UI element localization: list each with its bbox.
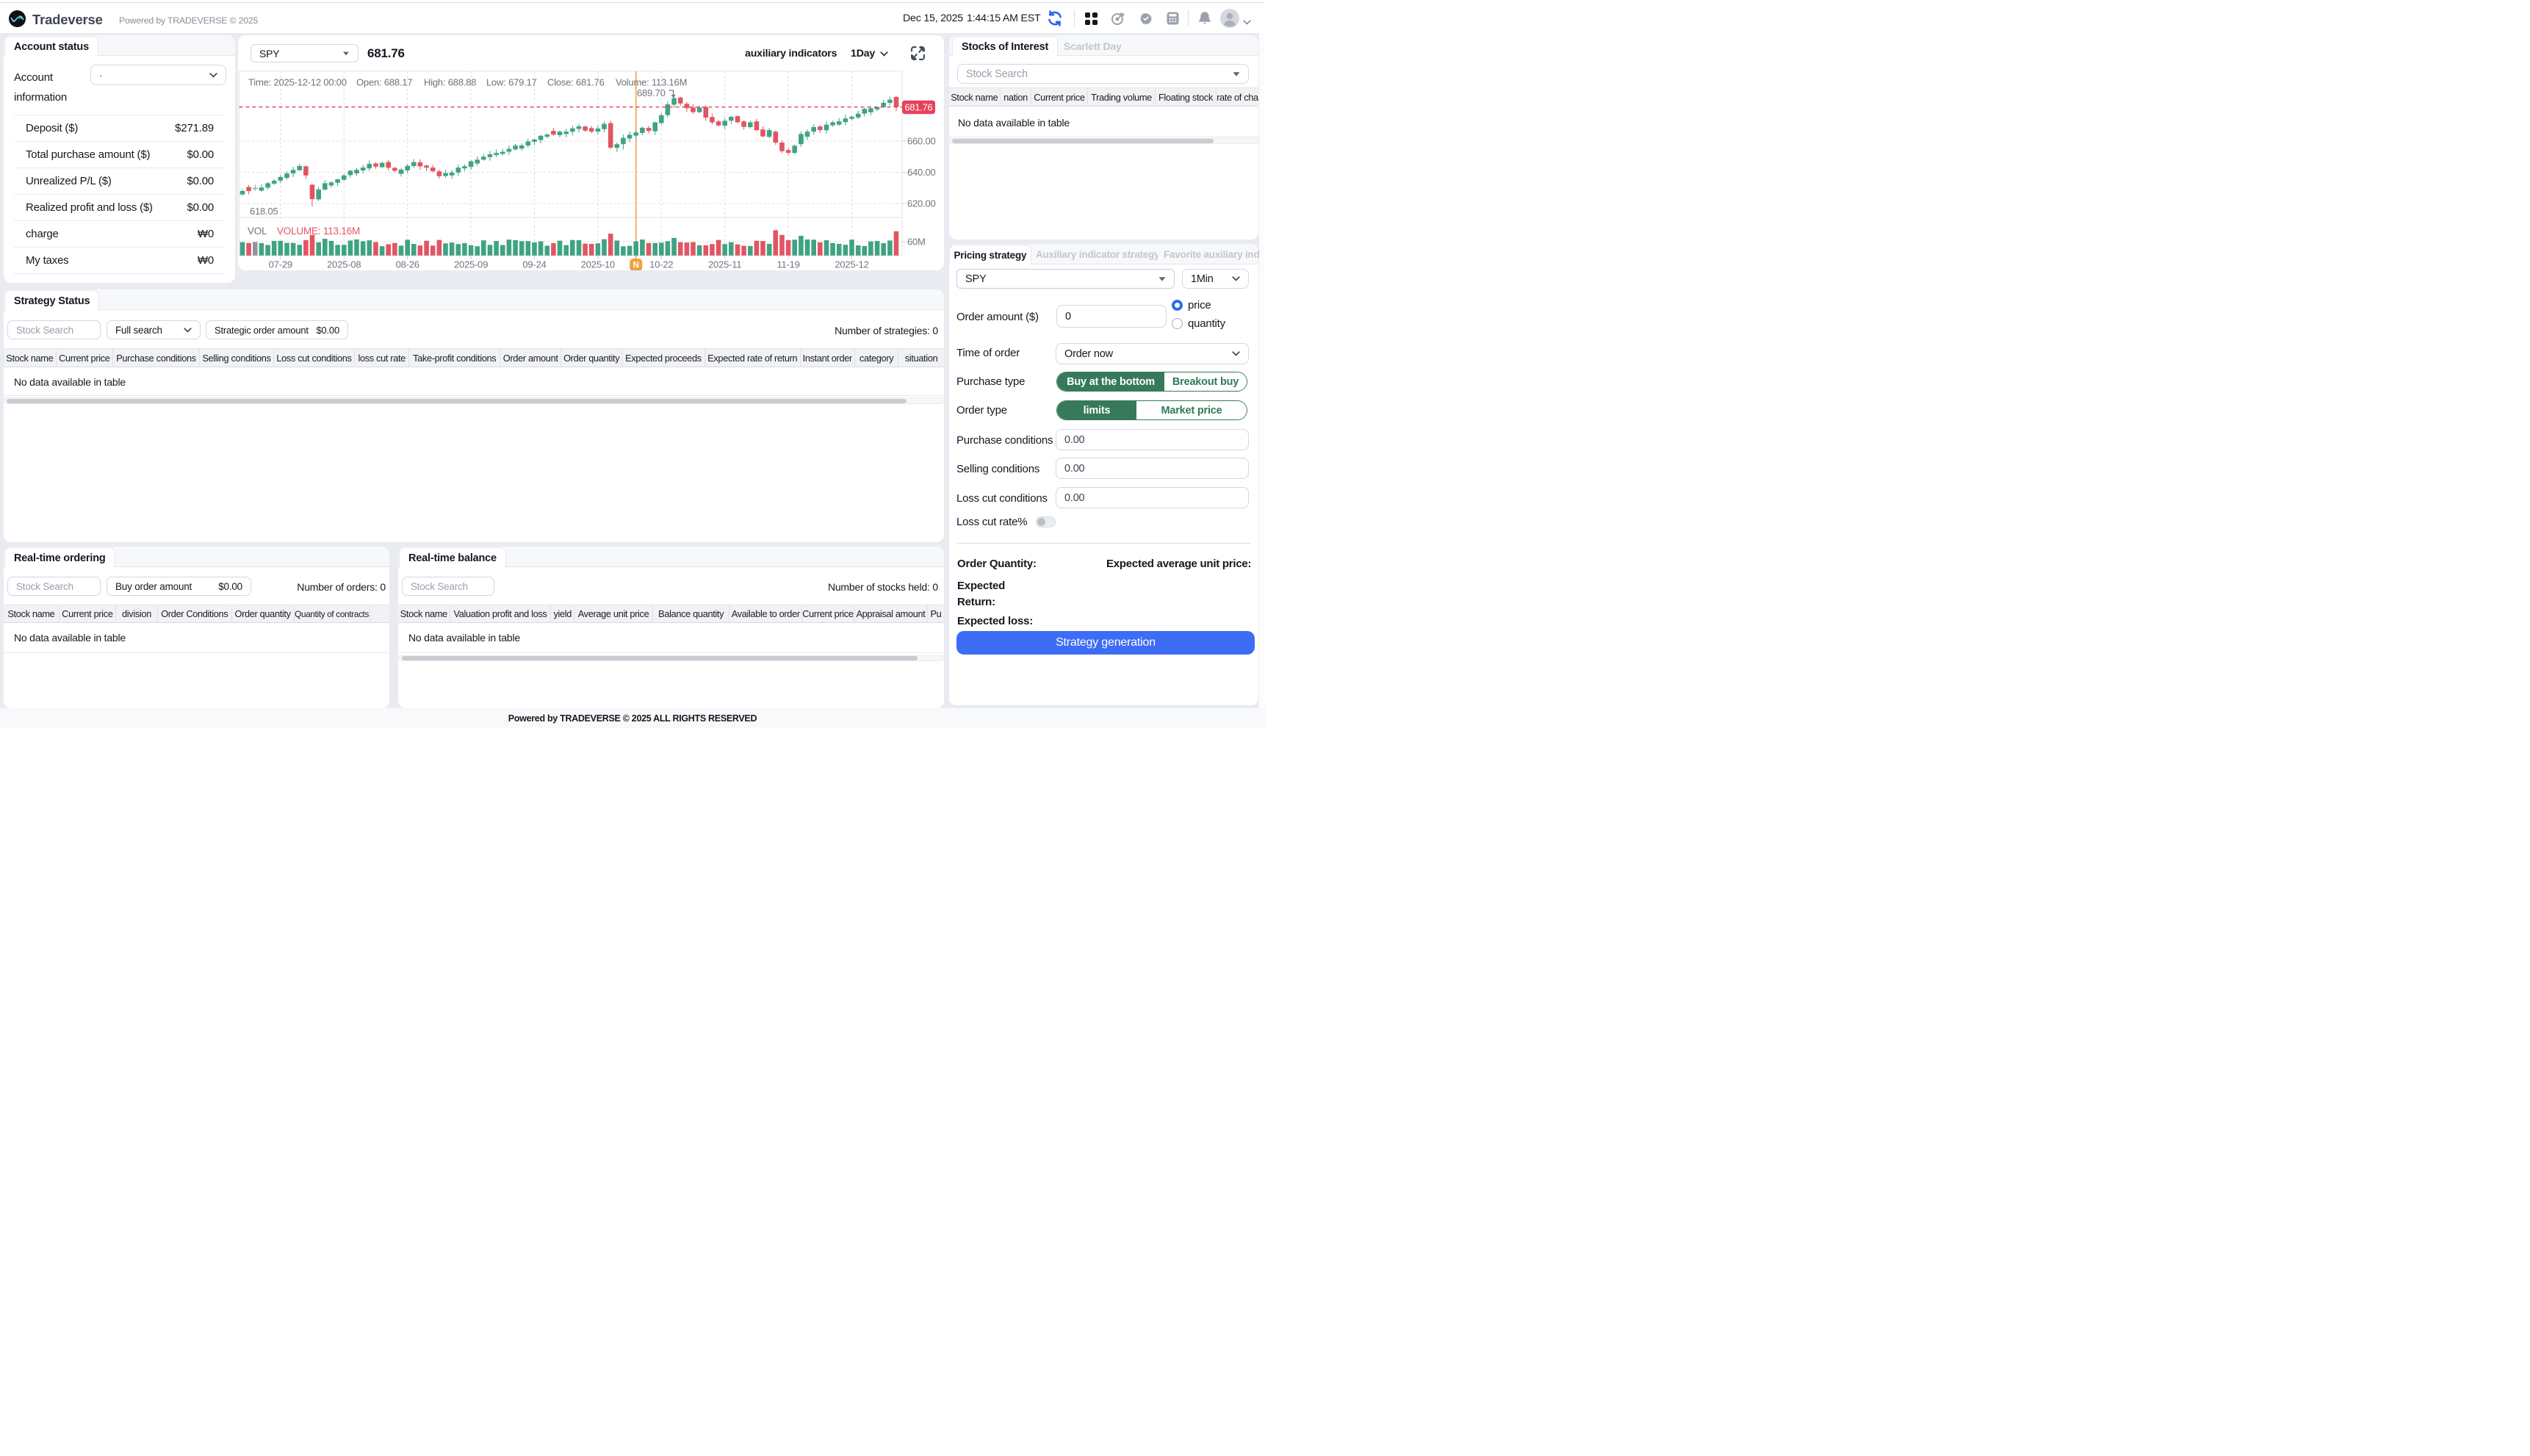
svg-text:689.70: 689.70 — [637, 87, 666, 98]
svg-text:618.05: 618.05 — [250, 206, 278, 217]
svg-text:10-22: 10-22 — [649, 259, 673, 270]
svg-text:11-19: 11-19 — [776, 259, 799, 270]
svg-text:660.00: 660.00 — [907, 136, 936, 147]
svg-text:620.00: 620.00 — [907, 198, 936, 209]
svg-text:08-26: 08-26 — [396, 259, 419, 270]
svg-text:09-24: 09-24 — [522, 259, 546, 270]
svg-text:2025-10: 2025-10 — [581, 259, 615, 270]
svg-text:N: N — [633, 262, 639, 270]
svg-text:Open: 688.17: Open: 688.17 — [356, 77, 412, 88]
svg-text:2025-12: 2025-12 — [835, 259, 868, 270]
svg-text:640.00: 640.00 — [907, 167, 936, 178]
svg-text:681.76: 681.76 — [905, 101, 933, 112]
svg-text:High: 688.88: High: 688.88 — [424, 77, 476, 88]
svg-text:Time: 2025-12-12 00:00: Time: 2025-12-12 00:00 — [248, 77, 347, 88]
svg-text:2025-11: 2025-11 — [708, 259, 741, 270]
svg-text:2025-09: 2025-09 — [454, 259, 488, 270]
svg-text:Low: 679.17: Low: 679.17 — [486, 77, 537, 88]
svg-text:Close: 681.76: Close: 681.76 — [547, 77, 605, 88]
svg-text:07-29: 07-29 — [269, 259, 292, 270]
svg-text:60M: 60M — [907, 237, 926, 248]
svg-text:VOLUME: 113.16M: VOLUME: 113.16M — [277, 226, 360, 237]
svg-text:VOL: VOL — [248, 226, 267, 237]
svg-text:2025-08: 2025-08 — [327, 259, 361, 270]
svg-text:Volume: 113.16M: Volume: 113.16M — [616, 77, 687, 88]
